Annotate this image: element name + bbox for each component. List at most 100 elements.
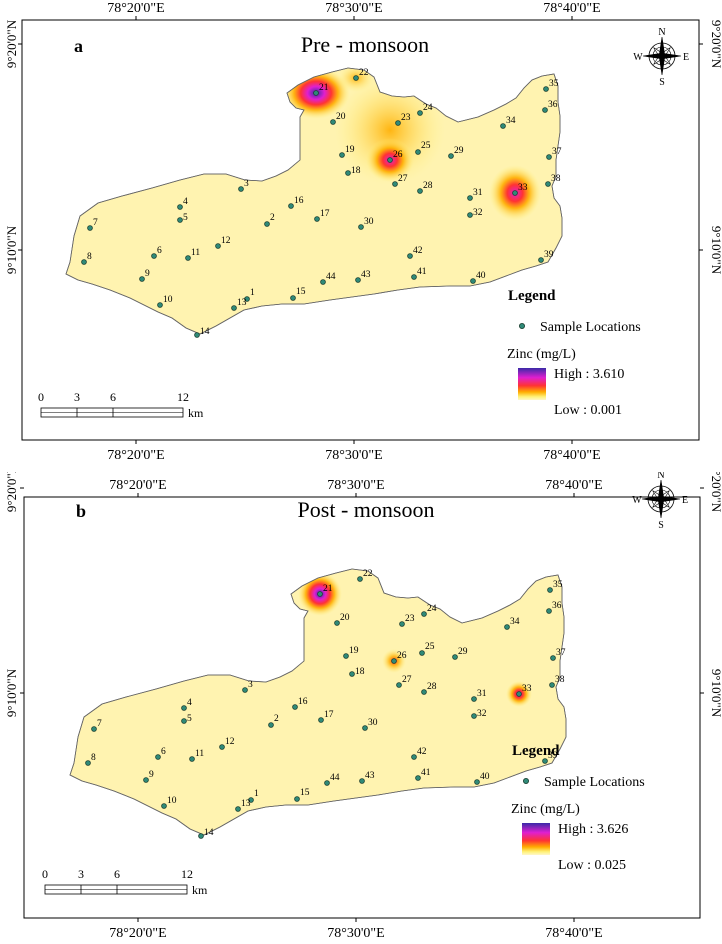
sample-site-label: 16 [294, 196, 304, 206]
compass-east: E [682, 495, 688, 506]
axis-label-right: 9°10'0"N [709, 226, 722, 275]
sample-site-marker [231, 305, 237, 311]
map-svg: 78°20'0"E 78°30'0"E 78°40'0"E 78°20'0"E 78°3… [4, 472, 722, 941]
axis-label-bottom: 78°40'0"E [543, 448, 600, 463]
sample-site-marker [292, 704, 298, 710]
sample-site-marker [550, 655, 556, 661]
sample-site-marker [185, 255, 191, 261]
panel-pre-monsoon: 78°20'0"E 78°30'0"E 78°40'0"E 78°20'0"E 78°3… [4, 1, 722, 463]
sample-site-marker [474, 779, 480, 785]
sample-site-label: 35 [549, 79, 559, 89]
sample-site-marker [543, 86, 549, 92]
sample-site-label: 12 [221, 236, 231, 246]
sample-site-label: 37 [556, 648, 566, 658]
sample-site-marker [177, 204, 183, 210]
sample-site-label: 30 [364, 217, 374, 227]
sample-site-label: 34 [510, 617, 520, 627]
sample-site-marker [415, 775, 421, 781]
compass-south: S [659, 77, 665, 88]
legend-color-ramp [522, 823, 550, 855]
sample-site-marker [467, 195, 473, 201]
scale-unit: km [192, 883, 208, 897]
sample-site-marker [248, 797, 254, 803]
sample-site-label: 39 [544, 250, 554, 260]
sample-site-marker [411, 274, 417, 280]
sample-site-marker [395, 120, 401, 126]
region-border [69, 568, 567, 836]
sample-site-marker [358, 224, 364, 230]
sample-site-marker [542, 107, 548, 113]
sample-site-marker [143, 777, 149, 783]
sample-site-label: 17 [324, 710, 334, 720]
sample-site-label: 28 [427, 682, 437, 692]
scale-unit: km [188, 406, 204, 420]
sample-site-label: 23 [401, 113, 411, 123]
compass-west: W [632, 495, 642, 506]
legend-sample-label: Sample Locations [544, 775, 645, 790]
sample-site-label: 25 [421, 141, 431, 151]
sample-site-marker [392, 181, 398, 187]
axis-label-right: 9°20'0"N [709, 472, 722, 513]
sample-site-label: 4 [183, 197, 188, 207]
sample-site-marker [452, 654, 458, 660]
sample-site-marker [419, 650, 425, 656]
sample-site-label: 41 [421, 768, 431, 778]
sample-site-label: 33 [518, 183, 528, 193]
map-legend: Legend Sample Locations Zinc (mg/L) High : … [507, 288, 641, 418]
sample-site-marker [411, 754, 417, 760]
axis-label-bottom: 78°20'0"E [107, 448, 164, 463]
sample-site-label: 10 [167, 796, 177, 806]
sample-site-label: 24 [423, 103, 433, 113]
legend-heading: Legend [508, 288, 556, 304]
sample-site-marker [359, 778, 365, 784]
sample-site-marker [290, 295, 296, 301]
sample-site-marker [181, 718, 187, 724]
sample-site-marker [396, 682, 402, 688]
scale-tick-label: 0 [38, 390, 44, 404]
scale-tick-label: 3 [78, 867, 84, 881]
sample-site-label: 42 [413, 246, 423, 256]
sample-site-marker [330, 119, 336, 125]
sample-site-label: 30 [368, 718, 378, 728]
legend-color-ramp [518, 368, 546, 400]
sample-site-label: 39 [548, 751, 558, 761]
legend-low-value: Low : 0.025 [558, 858, 626, 873]
sample-site-label: 25 [425, 642, 435, 652]
sample-site-marker [471, 713, 477, 719]
legend-high-value: High : 3.610 [554, 367, 624, 382]
sample-site-marker [545, 181, 551, 187]
sample-site-label: 29 [454, 146, 464, 156]
panel-title: Post - monsoon [298, 497, 435, 522]
sample-site-marker [91, 726, 97, 732]
sample-site-label: 21 [319, 83, 329, 93]
panel-post-monsoon: 78°20'0"E 78°30'0"E 78°40'0"E 78°20'0"E 78°3… [0, 472, 722, 944]
sample-site-marker [161, 803, 167, 809]
sample-site-marker [546, 154, 552, 160]
sample-site-marker [349, 671, 355, 677]
scale-tick-label: 6 [114, 867, 120, 881]
sample-site-marker [288, 203, 294, 209]
sample-site-label: 21 [323, 584, 333, 594]
sample-site-marker [313, 90, 319, 96]
sample-site-label: 19 [349, 646, 359, 656]
sample-site-label: 8 [87, 252, 92, 262]
sample-site-label: 19 [345, 145, 355, 155]
sample-site-marker [85, 760, 91, 766]
sample-site-label: 44 [326, 272, 336, 282]
sample-site-label: 6 [157, 246, 162, 256]
sample-site-marker [355, 277, 361, 283]
sample-site-label: 8 [91, 753, 96, 763]
panel-letter: b [76, 501, 86, 521]
legend-heading: Legend [512, 743, 560, 759]
sample-sites: 1234567891011121314151617181920212223242… [85, 569, 566, 839]
sample-site-label: 28 [423, 181, 433, 191]
axis-label-right: 9°10'0"N [709, 669, 722, 718]
scale-tick-label: 12 [181, 867, 193, 881]
compass-west: W [633, 52, 643, 63]
scale-bar: 0 3 6 12 km [38, 390, 204, 420]
sample-site-marker [500, 123, 506, 129]
sample-site-label: 43 [361, 270, 371, 280]
sample-site-marker [318, 717, 324, 723]
axis-label-right: 9°20'0"N [709, 20, 722, 69]
sample-site-marker [353, 75, 359, 81]
